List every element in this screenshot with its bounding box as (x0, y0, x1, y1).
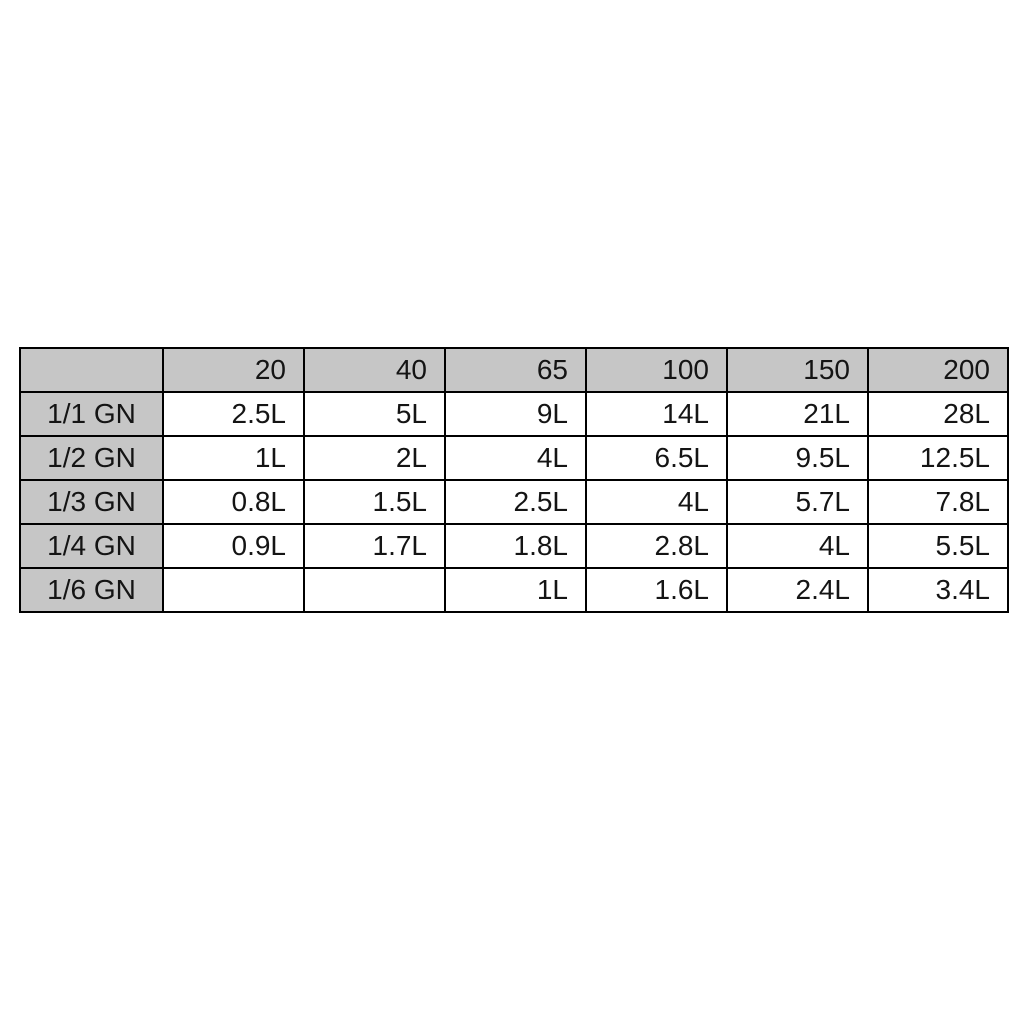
table-row: 1/4 GN 0.9L 1.7L 1.8L 2.8L 4L 5.5L (19, 523, 1009, 569)
table-row: 1/6 GN 1L 1.6L 2.4L 3.4L (19, 567, 1009, 613)
volume-cell (162, 567, 305, 613)
table-row: 1/1 GN 2.5L 5L 9L 14L 21L 28L (19, 391, 1009, 437)
volume-cell: 1.5L (303, 479, 446, 525)
volume-cell: 2.4L (726, 567, 869, 613)
volume-cell: 4L (585, 479, 728, 525)
volume-cell: 5L (303, 391, 446, 437)
row-label-1-4-gn: 1/4 GN (19, 523, 164, 569)
volume-cell (303, 567, 446, 613)
volume-cell: 5.7L (726, 479, 869, 525)
volume-cell: 9L (444, 391, 587, 437)
volume-cell: 28L (867, 391, 1009, 437)
column-header-65: 65 (444, 347, 587, 393)
row-label-1-2-gn: 1/2 GN (19, 435, 164, 481)
volume-cell: 2.5L (444, 479, 587, 525)
volume-cell: 14L (585, 391, 728, 437)
volume-cell: 9.5L (726, 435, 869, 481)
volume-cell: 1.7L (303, 523, 446, 569)
volume-cell: 5.5L (867, 523, 1009, 569)
column-header-40: 40 (303, 347, 446, 393)
corner-cell (19, 347, 164, 393)
volume-cell: 1.6L (585, 567, 728, 613)
volume-cell: 7.8L (867, 479, 1009, 525)
volume-cell: 1L (444, 567, 587, 613)
volume-cell: 2L (303, 435, 446, 481)
volume-cell: 12.5L (867, 435, 1009, 481)
table-row: 1/2 GN 1L 2L 4L 6.5L 9.5L 12.5L (19, 435, 1009, 481)
row-label-1-3-gn: 1/3 GN (19, 479, 164, 525)
volume-cell: 2.8L (585, 523, 728, 569)
column-header-150: 150 (726, 347, 869, 393)
volume-cell: 2.5L (162, 391, 305, 437)
table-row: 1/3 GN 0.8L 1.5L 2.5L 4L 5.7L 7.8L (19, 479, 1009, 525)
column-header-200: 200 (867, 347, 1009, 393)
volume-cell: 0.8L (162, 479, 305, 525)
volume-cell: 4L (444, 435, 587, 481)
volume-cell: 6.5L (585, 435, 728, 481)
gn-size-table: 20 40 65 100 150 200 1/1 GN 2.5L 5L 9L 1… (19, 347, 1009, 613)
row-label-1-6-gn: 1/6 GN (19, 567, 164, 613)
column-header-20: 20 (162, 347, 305, 393)
volume-cell: 1.8L (444, 523, 587, 569)
header-row: 20 40 65 100 150 200 (19, 347, 1009, 393)
column-header-100: 100 (585, 347, 728, 393)
volume-cell: 4L (726, 523, 869, 569)
volume-cell: 0.9L (162, 523, 305, 569)
volume-cell: 21L (726, 391, 869, 437)
row-label-1-1-gn: 1/1 GN (19, 391, 164, 437)
volume-cell: 1L (162, 435, 305, 481)
volume-cell: 3.4L (867, 567, 1009, 613)
